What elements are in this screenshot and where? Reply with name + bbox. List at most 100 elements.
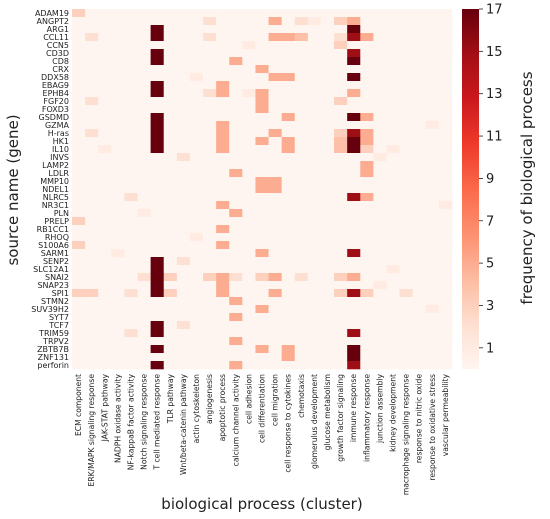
heatmap-cell bbox=[425, 233, 440, 242]
heatmap-cell bbox=[307, 137, 322, 146]
heatmap-cell bbox=[229, 201, 243, 210]
heatmap-cell bbox=[281, 257, 296, 266]
heatmap-cell bbox=[347, 81, 361, 90]
heatmap-cell bbox=[399, 25, 413, 34]
heatmap-cell bbox=[360, 89, 374, 98]
heatmap-cell bbox=[334, 9, 348, 18]
heatmap-cell bbox=[203, 201, 217, 210]
heatmap-cell bbox=[242, 89, 256, 98]
heatmap-cell bbox=[189, 57, 204, 66]
heatmap-cell bbox=[189, 225, 204, 234]
heatmap-cell bbox=[347, 353, 361, 362]
heatmap-cell bbox=[268, 145, 282, 154]
heatmap-cell bbox=[334, 345, 348, 354]
y-tick-label: CD3D bbox=[46, 49, 69, 58]
heatmap-cell bbox=[360, 169, 374, 178]
heatmap-cell bbox=[438, 217, 453, 226]
heatmap-cell bbox=[347, 193, 361, 202]
heatmap-cell bbox=[320, 9, 335, 18]
heatmap-cell bbox=[386, 153, 400, 162]
heatmap-cell bbox=[360, 305, 374, 314]
heatmap-cell bbox=[294, 145, 309, 154]
heatmap-cell bbox=[189, 289, 204, 298]
x-tick-label: Wnt/beta-catenin pathway bbox=[179, 374, 188, 475]
heatmap-cell bbox=[124, 321, 138, 330]
heatmap-cell bbox=[360, 33, 374, 42]
heatmap-cell bbox=[294, 73, 309, 82]
heatmap-cell bbox=[98, 297, 112, 306]
heatmap-cell bbox=[72, 9, 86, 18]
heatmap-cell bbox=[176, 113, 191, 122]
heatmap-cell bbox=[360, 185, 374, 194]
heatmap-cell bbox=[425, 89, 440, 98]
heatmap-cell bbox=[163, 33, 178, 42]
heatmap-cell bbox=[111, 121, 125, 130]
heatmap-cell bbox=[203, 233, 217, 242]
heatmap-cell bbox=[98, 273, 112, 282]
heatmap-cell bbox=[438, 41, 453, 50]
heatmap-cell bbox=[98, 185, 112, 194]
heatmap-cell bbox=[399, 169, 413, 178]
heatmap-cell bbox=[176, 41, 191, 50]
heatmap-cell bbox=[360, 289, 374, 298]
x-tick-label: chemotaxis bbox=[297, 374, 306, 418]
heatmap-cell bbox=[111, 41, 125, 50]
heatmap-cell bbox=[98, 313, 112, 322]
heatmap-cell bbox=[242, 41, 256, 50]
heatmap-cell bbox=[176, 233, 191, 242]
heatmap-cell bbox=[412, 257, 427, 266]
heatmap-cell bbox=[137, 257, 151, 266]
heatmap-cell bbox=[307, 145, 322, 154]
heatmap-cell bbox=[111, 89, 125, 98]
heatmap-cell bbox=[203, 145, 217, 154]
heatmap-cell bbox=[189, 297, 204, 306]
heatmap-cell bbox=[163, 329, 178, 338]
heatmap-cell bbox=[281, 41, 296, 50]
heatmap-cell bbox=[229, 321, 243, 330]
heatmap-cell bbox=[320, 281, 335, 290]
heatmap-cell bbox=[176, 241, 191, 250]
heatmap-cell bbox=[72, 273, 86, 282]
heatmap-cell bbox=[189, 145, 204, 154]
heatmap-cell bbox=[320, 241, 335, 250]
heatmap-cell bbox=[438, 289, 453, 298]
heatmap-cell bbox=[85, 145, 99, 154]
heatmap-cell bbox=[216, 81, 230, 90]
heatmap-cell bbox=[150, 241, 165, 250]
heatmap-cell bbox=[386, 161, 400, 170]
heatmap-cell bbox=[320, 345, 335, 354]
heatmap-cell bbox=[242, 169, 256, 178]
heatmap-cell bbox=[176, 105, 191, 114]
heatmap-cell bbox=[98, 193, 112, 202]
x-tick-label: immune response bbox=[349, 374, 358, 442]
heatmap-cell bbox=[438, 81, 453, 90]
heatmap-cell bbox=[347, 329, 361, 338]
x-tick-label: junction assembly bbox=[375, 374, 384, 444]
heatmap-cell bbox=[98, 65, 112, 74]
heatmap-cell bbox=[255, 137, 269, 146]
heatmap-cell bbox=[425, 129, 440, 138]
heatmap-cell bbox=[399, 137, 413, 146]
heatmap-cell bbox=[294, 153, 309, 162]
heatmap-cell bbox=[386, 49, 400, 58]
heatmap-cell bbox=[163, 57, 178, 66]
heatmap-cell bbox=[399, 33, 413, 42]
heatmap-cell bbox=[216, 177, 230, 186]
x-tick-label: NADPH oxidase activity bbox=[113, 373, 122, 462]
heatmap-cell bbox=[242, 305, 256, 314]
heatmap-cell bbox=[268, 329, 282, 338]
heatmap-cell bbox=[72, 41, 86, 50]
heatmap-cell bbox=[124, 33, 138, 42]
heatmap-cell bbox=[163, 361, 178, 370]
heatmap-cell bbox=[216, 345, 230, 354]
heatmap-cell bbox=[150, 121, 165, 130]
heatmap-cell bbox=[124, 185, 138, 194]
y-tick-labels: ADAM19ANGPT2ARG1CCL11CCN5CD3DCD8CRXDDX58… bbox=[31, 9, 69, 370]
heatmap-cell bbox=[216, 169, 230, 178]
heatmap-cell bbox=[229, 137, 243, 146]
heatmap-cell bbox=[334, 201, 348, 210]
heatmap-cell bbox=[307, 121, 322, 130]
heatmap-cell bbox=[347, 257, 361, 266]
heatmap-cell bbox=[281, 177, 296, 186]
heatmap-cell bbox=[98, 145, 112, 154]
